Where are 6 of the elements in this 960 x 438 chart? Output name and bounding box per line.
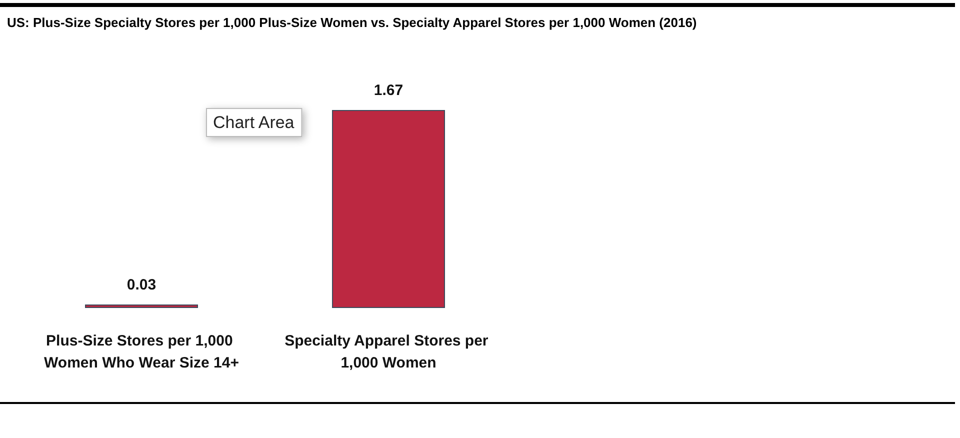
x-tick-label: Plus-Size Stores per 1,000 Women Who Wear Size 14+ — [44, 332, 240, 372]
data-label: 1.67 — [374, 82, 404, 99]
annotation: Chart Area — [213, 113, 295, 132]
x-tick-label: Specialty Apparel Stores per 1,000 Women — [284, 332, 492, 372]
data-label: 0.03 — [126, 276, 156, 294]
chart-title: US: Plus-Size Specialty Stores per 1,000 Plus-Size Women vs. Specialty Apparel Stores per 1,000 Women (2016) — [7, 15, 697, 30]
